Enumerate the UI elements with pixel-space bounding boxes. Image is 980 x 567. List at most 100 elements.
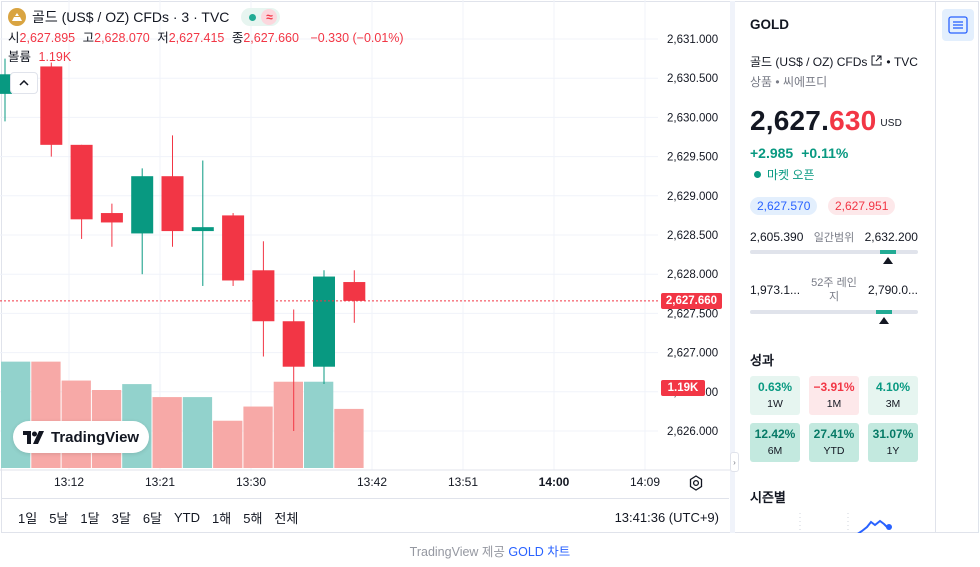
watchlist-button[interactable] <box>942 9 974 41</box>
price-currency: USD <box>880 118 903 129</box>
range-button-1m[interactable]: 1달 <box>80 510 100 526</box>
market-status-pill[interactable]: ≈ <box>241 8 281 26</box>
volume-bar <box>273 381 303 468</box>
candlesticks <box>0 58 366 431</box>
52wk-low: 1,973.1... <box>750 283 801 297</box>
perf-label: 1W <box>767 398 783 410</box>
price-tick-label: 2,630.500 <box>667 73 718 85</box>
perf-cell-1m[interactable]: −3.91% 1M <box>809 376 859 415</box>
range-button-6m[interactable]: 6달 <box>142 510 163 526</box>
range-button-all[interactable]: 전체 <box>274 510 299 526</box>
perf-label: 1Y <box>886 445 900 457</box>
perf-value: 27.41% <box>813 427 855 441</box>
price-tick-label: 2,630.000 <box>667 112 718 124</box>
day-high: 2,632.200 <box>864 230 918 244</box>
panel-change: +2.985 +0.11% <box>750 145 856 161</box>
price-tick-label: 2,628.500 <box>667 230 718 242</box>
perf-label: 1M <box>826 398 842 410</box>
candle-body <box>282 321 305 367</box>
time-axis: 13:12 13:21 13:30 13:42 13:51 14:00 14:09 <box>0 469 730 489</box>
market-open-dot-icon <box>249 13 257 21</box>
price-tick-label: 2,627.500 <box>667 308 718 320</box>
price-tick-label: 2,628.000 <box>667 269 718 281</box>
footer-prefix: TradingView 제공 <box>409 545 509 559</box>
range-button-1y[interactable]: 1해 <box>212 510 232 526</box>
perf-cell-6m[interactable]: 12.42% 6M <box>750 423 800 462</box>
perf-cell-3m[interactable]: 4.10% 3M <box>868 376 918 415</box>
timezone-clock[interactable]: 13:41:36 (UTC+9) <box>614 509 719 525</box>
last-price-tag: 2,627.660 <box>661 292 722 309</box>
day-range-fill <box>879 250 896 254</box>
chevron-right-icon: › <box>733 457 736 467</box>
performance-grid: 0.63% 1W −3.91% 1M 4.10% 3M 12.42% 6M 27.41%… <box>750 376 918 462</box>
volume-value: 1.19K <box>38 50 72 64</box>
collapse-legend-button[interactable] <box>10 72 38 94</box>
volume-price-tag: 1.19K <box>661 380 705 396</box>
perf-value: 31.07% <box>872 427 914 441</box>
panel-splitter[interactable] <box>730 1 735 533</box>
tradingview-logo[interactable]: TradingView <box>13 421 150 453</box>
volume-label: 볼륨 <box>8 50 32 64</box>
change-absolute: +2.985 <box>750 145 794 161</box>
candle-body <box>100 213 123 223</box>
range-button-3m[interactable]: 3달 <box>111 510 131 526</box>
market-status-text: 마켓 오픈 <box>767 168 815 182</box>
settings-icon <box>689 475 703 491</box>
perf-value: −3.91% <box>813 380 855 394</box>
perf-cell-1w[interactable]: 0.63% 1W <box>750 376 800 415</box>
range-button-1d[interactable]: 1일 <box>18 510 38 526</box>
panel-name-text: 골드 (US$ / OZ) CFDs <box>750 55 868 69</box>
ask-chip: 2,627.951 <box>828 197 896 215</box>
volume-bar <box>182 397 213 468</box>
candle-body <box>252 270 275 322</box>
open-value: 2,627.895 <box>19 31 76 45</box>
close-value: 2,627.660 <box>243 31 299 45</box>
perf-value: 12.42% <box>754 427 796 441</box>
high-value: 2,628.070 <box>94 31 150 45</box>
symbol-title[interactable]: 골드 (US$ / OZ) CFDs · 3 · TVC <box>32 9 230 25</box>
chart-legend: 골드 (US$ / OZ) CFDs · 3 · TVC ≈ 시2,627.89… <box>8 6 408 66</box>
perf-value: 4.10% <box>875 380 911 394</box>
attribution-footer: TradingView 제공 GOLD 차트 <box>0 541 980 560</box>
price-tick-label: 2,629.000 <box>667 191 718 203</box>
price-main: 2,627. <box>750 105 830 136</box>
symbol-details-panel: GOLD 골드 (US$ / OZ) CFDs • TVC 상품 • 씨에프디 … <box>736 1 934 533</box>
market-open-dot-icon <box>754 171 761 178</box>
52wk-range-bar <box>750 310 918 314</box>
day-low: 2,605.390 <box>750 230 804 244</box>
day-range-bar <box>750 250 918 254</box>
change-value: −0.330 (−0.01%) <box>310 31 404 45</box>
perf-cell-1y[interactable]: 31.07% 1Y <box>868 423 918 462</box>
chart-settings-button[interactable] <box>686 473 706 493</box>
price-chart[interactable]: 2,631.000 2,630.500 2,630.000 2,629.500 2,62… <box>0 0 730 498</box>
time-tick-label: 14:00 <box>539 475 570 489</box>
panel-price: 2,627.630 USD <box>750 105 902 137</box>
candle-body <box>131 176 154 234</box>
perf-value: 0.63% <box>757 380 793 394</box>
gold-symbol-icon <box>8 8 26 26</box>
time-tick-label: 13:51 <box>448 475 478 489</box>
footer-link[interactable]: GOLD 차트 <box>508 545 571 559</box>
day-range-label: 일간범위 <box>813 232 855 244</box>
seasonals-mini-chart[interactable] <box>750 513 918 533</box>
volume-legend: 볼륨 1.19K <box>8 48 408 66</box>
panel-symbol-name[interactable]: 골드 (US$ / OZ) CFDs • TVC <box>750 53 918 70</box>
tradingview-logo-icon <box>23 430 44 444</box>
candle-body <box>343 282 366 301</box>
perf-cell-ytd[interactable]: 27.41% YTD <box>809 423 859 462</box>
day-range-row: 2,605.390 일간범위 2,632.200 <box>750 229 918 245</box>
range-button-5y[interactable]: 5해 <box>243 510 263 526</box>
candle-body <box>161 176 184 232</box>
low-label: 저 <box>157 31 169 45</box>
range-button-5d[interactable]: 5날 <box>49 510 69 526</box>
candle-body <box>40 66 63 145</box>
panel-exchange: TVC <box>893 54 918 69</box>
volume-bar <box>213 420 243 468</box>
change-percent: +0.11% <box>801 145 849 161</box>
volume-bar <box>152 397 182 468</box>
panel-ticker: GOLD <box>750 17 789 32</box>
splitter-handle[interactable]: › <box>730 452 739 472</box>
range-button-ytd[interactable]: YTD <box>174 509 201 525</box>
price-tick-label: 2,631.000 <box>667 34 718 46</box>
external-link-icon[interactable] <box>871 55 882 69</box>
